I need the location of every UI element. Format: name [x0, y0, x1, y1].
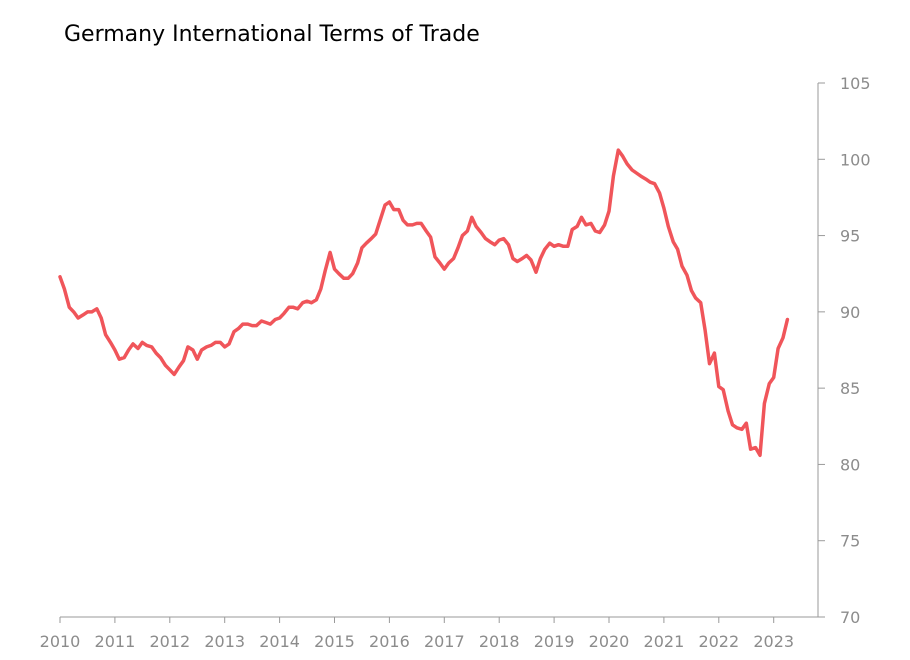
axes	[60, 83, 819, 618]
x-tick-label: 2013	[204, 632, 245, 651]
x-tick-label: 2015	[314, 632, 355, 651]
ticks: 2010 2011 2012 2013 2014 2015 2016 2017 2018 2019…	[40, 74, 871, 651]
y-tick-label: 80	[840, 455, 860, 474]
x-tick-label: 2016	[369, 632, 410, 651]
series-layer	[58, 148, 790, 458]
y-tick-label: 105	[840, 74, 871, 93]
x-tick-label: 2023	[753, 632, 794, 651]
x-tick-label: 2017	[424, 632, 465, 651]
x-tick-label: 2022	[698, 632, 739, 651]
x-tick-label: 2020	[589, 632, 630, 651]
y-tick-label: 95	[840, 227, 860, 246]
y-tick-label: 75	[840, 532, 860, 551]
x-tick-label: 2012	[149, 632, 190, 651]
x-tick-label: 2010	[40, 632, 81, 651]
chart-title: Germany International Terms of Trade	[64, 22, 480, 47]
y-tick-label: 100	[840, 150, 871, 169]
series-line	[58, 148, 790, 458]
y-tick-label: 70	[840, 608, 860, 627]
x-tick-label: 2011	[95, 632, 136, 651]
x-tick-label: 2014	[259, 632, 300, 651]
y-tick-label: 85	[840, 379, 860, 398]
x-tick-label: 2018	[479, 632, 520, 651]
y-tick-label: 90	[840, 303, 860, 322]
x-tick-label: 2021	[644, 632, 685, 651]
x-tick-label: 2019	[534, 632, 575, 651]
